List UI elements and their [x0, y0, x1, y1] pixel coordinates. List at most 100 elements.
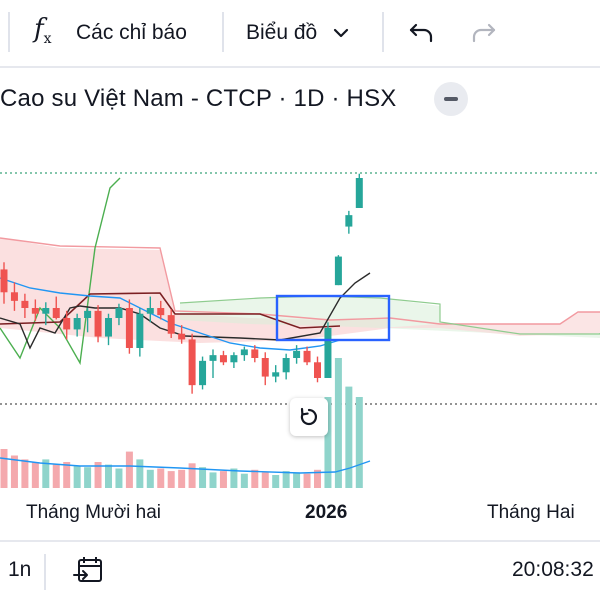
symbol-header: Cao su Việt Nam - CTCP · 1D · HSX [0, 76, 600, 122]
volume-bar [314, 469, 321, 488]
volume-bar [219, 471, 227, 488]
range-button[interactable]: 1n [8, 558, 32, 581]
candle-body [355, 178, 363, 208]
volume-bar [31, 462, 39, 488]
candle-body [240, 349, 248, 356]
volume-bar [10, 455, 18, 488]
candle-body [10, 292, 18, 301]
volume-bar [251, 469, 259, 488]
top-toolbar: fx Các chỉ báo Biểu đồ [0, 0, 600, 68]
candle-body [94, 310, 102, 337]
clock-time: 20:08:32 [512, 558, 594, 581]
price-chart[interactable] [0, 128, 600, 490]
indicators-label: Các chỉ báo [76, 21, 187, 44]
candle-body [219, 355, 227, 363]
bottom-divider [44, 554, 46, 590]
candle-body [136, 313, 144, 348]
candle-body [167, 315, 175, 334]
volume-bar [261, 472, 269, 488]
candle-body [303, 350, 311, 363]
reset-icon [300, 407, 318, 426]
candle-body [314, 362, 321, 378]
volume-bar [199, 467, 207, 488]
candle-body [73, 318, 81, 330]
candle-body [261, 358, 269, 377]
volume-bar [334, 358, 342, 488]
volume-bar [125, 451, 133, 488]
volume-bar [21, 459, 29, 488]
volume-bar [188, 463, 196, 488]
candle-body [230, 355, 238, 363]
time-axis-label: Tháng Mười hai [26, 502, 162, 523]
time-axis-label: Tháng Hai [487, 502, 575, 523]
volume-ma-line [0, 457, 371, 474]
candle-body [125, 308, 133, 348]
volume-bar [345, 386, 353, 488]
candle-body [251, 349, 259, 358]
highlight-box [275, 294, 391, 342]
cloud-line-lower [0, 237, 600, 325]
volume-bar [157, 468, 165, 488]
candle-body [31, 308, 39, 314]
lagging-span-line [0, 177, 121, 366]
volume-bar [84, 467, 92, 488]
volume-bar [230, 468, 238, 488]
candle-body [42, 308, 50, 314]
volume-bar [167, 471, 175, 488]
candle-body [334, 256, 342, 286]
candle-body [84, 310, 92, 318]
volume-bar [355, 397, 363, 488]
volume-bar [293, 472, 301, 488]
toolbar-divider [222, 12, 224, 52]
toolbar-divider [382, 12, 384, 52]
volume-bar [42, 459, 50, 488]
volume-bar [303, 473, 311, 488]
bottom-bar: 1n 20:08:32 [0, 540, 600, 602]
volume-bar [63, 462, 71, 488]
volume-bar [94, 462, 102, 488]
collapse-legend-button[interactable] [434, 82, 468, 116]
candle-body [178, 333, 186, 340]
chart-type-button[interactable]: Biểu đồ [246, 0, 351, 66]
candle-body [282, 358, 290, 373]
chevron-down-icon [334, 28, 349, 38]
candle-body [293, 350, 301, 358]
candle-body [324, 328, 332, 378]
candle-body [52, 308, 60, 318]
volume-bar [240, 473, 248, 488]
volume-bar [115, 468, 123, 488]
reset-chart-button[interactable] [290, 398, 328, 436]
candle-body [0, 269, 8, 293]
redo-icon[interactable] [470, 19, 498, 47]
volume-bar [52, 464, 60, 488]
volume-bar [209, 472, 217, 488]
candle-body [209, 355, 217, 361]
chart-type-label: Biểu đồ [246, 21, 318, 44]
candle-body [21, 300, 29, 308]
undo-icon[interactable] [407, 19, 435, 47]
candle-body [199, 360, 207, 386]
go-to-date-icon[interactable] [72, 554, 106, 588]
volume-bar [324, 397, 332, 488]
candle-body [63, 318, 71, 330]
candle-body [272, 372, 280, 377]
candle-body [157, 308, 165, 316]
candle-body [188, 339, 196, 386]
volume-bar [272, 475, 280, 488]
time-axis-label: 2026 [305, 502, 348, 523]
candle-body [105, 318, 112, 337]
cloud-line-upper [179, 295, 600, 335]
volume-bar [105, 464, 112, 488]
volume-bar [146, 469, 154, 488]
function-icon[interactable]: fx [34, 14, 52, 48]
symbol-title[interactable]: Cao su Việt Nam - CTCP · 1D · HSX [0, 85, 397, 112]
candle-body [146, 308, 154, 314]
volume-bar [136, 459, 144, 488]
candle-body [345, 215, 353, 227]
volume-bar [178, 469, 186, 488]
time-axis[interactable]: Tháng Mười hai 2026 Tháng Hai [0, 494, 600, 534]
candle-body [115, 308, 123, 318]
indicators-button[interactable]: Các chỉ báo [76, 0, 187, 66]
volume-bar [0, 449, 8, 488]
volume-bar [73, 465, 81, 488]
